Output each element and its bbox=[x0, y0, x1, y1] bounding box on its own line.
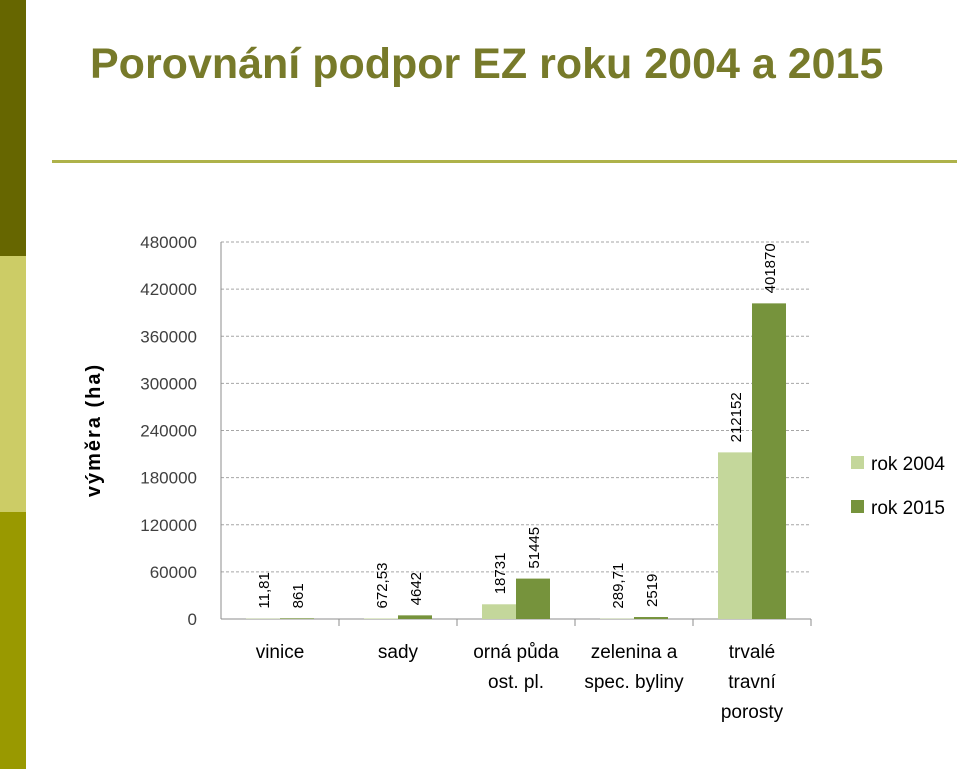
y-axis-title: výměra (ha) bbox=[83, 363, 105, 497]
data-label: 2519 bbox=[644, 574, 661, 607]
category-label: trvalé bbox=[729, 642, 775, 663]
category-label: vinice bbox=[256, 642, 305, 663]
slide-title: Porovnání podpor EZ roku 2004 a 2015 bbox=[90, 40, 884, 88]
category-label: porosty bbox=[721, 702, 784, 723]
category-label: ost. pl. bbox=[488, 672, 544, 693]
category-label: zelenina a bbox=[591, 642, 678, 663]
category-label: orná půda bbox=[473, 642, 559, 663]
legend-label: rok 2015 bbox=[871, 498, 945, 519]
y-tick-label: 480000 bbox=[140, 233, 197, 252]
decor-stripe-middle bbox=[0, 256, 26, 512]
data-label: 4642 bbox=[408, 572, 425, 605]
y-tick-label: 300000 bbox=[140, 374, 197, 393]
legend-label: rok 2004 bbox=[871, 454, 945, 475]
category-label: sady bbox=[378, 642, 419, 663]
y-tick-label: 180000 bbox=[140, 469, 197, 488]
y-tick-label: 360000 bbox=[140, 327, 197, 346]
y-tick-label: 60000 bbox=[150, 563, 197, 582]
data-label: 51445 bbox=[526, 527, 543, 569]
y-tick-label: 0 bbox=[188, 610, 197, 629]
legend-swatch bbox=[851, 500, 864, 513]
bar-2015 bbox=[398, 615, 432, 619]
legend-swatch bbox=[851, 456, 864, 469]
bar-2015 bbox=[516, 578, 550, 619]
y-tick-label: 420000 bbox=[140, 280, 197, 299]
category-label: travní bbox=[728, 672, 776, 693]
category-label: spec. byliny bbox=[584, 672, 684, 693]
data-label: 18731 bbox=[492, 553, 509, 595]
data-label: 401870 bbox=[762, 243, 779, 293]
bar-2015 bbox=[634, 617, 668, 619]
y-tick-label: 240000 bbox=[140, 422, 197, 441]
data-label: 289,71 bbox=[610, 563, 627, 609]
decor-stripe-bottom bbox=[0, 512, 26, 769]
data-label: 672,53 bbox=[374, 563, 391, 609]
bar-2015 bbox=[280, 618, 314, 619]
bar-2004 bbox=[482, 604, 516, 619]
title-divider bbox=[52, 160, 957, 163]
data-label: 11,81 bbox=[256, 572, 273, 608]
data-label: 861 bbox=[290, 583, 307, 608]
decor-stripe-top bbox=[0, 0, 26, 256]
bar-2015 bbox=[752, 303, 786, 619]
bar-2004 bbox=[718, 452, 752, 619]
data-label: 212152 bbox=[728, 392, 745, 442]
y-tick-label: 120000 bbox=[140, 516, 197, 535]
bar-2004 bbox=[364, 618, 398, 619]
